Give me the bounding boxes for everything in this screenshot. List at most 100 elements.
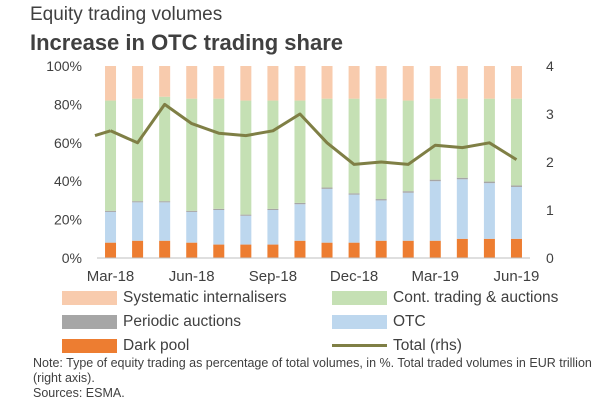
legend-item-periodic-auctions: Periodic auctions <box>62 311 332 332</box>
bar-segment-periodic-auctions <box>213 208 225 210</box>
bar-segment-otc <box>429 181 441 241</box>
bar-segment-systematic-internalisers <box>294 66 306 101</box>
bar-segment-systematic-internalisers <box>213 66 225 99</box>
bar-segment-dark-pool <box>105 242 117 258</box>
bar-segment-systematic-internalisers <box>510 66 522 99</box>
bar-segment-systematic-internalisers <box>402 66 414 101</box>
legend-label: Total (rhs) <box>393 336 462 354</box>
bar-segment-otc <box>213 210 225 245</box>
right-tick-label: 4 <box>546 58 554 74</box>
bar-segment-otc <box>267 210 279 245</box>
bar-segment-cont-trading-auctions <box>402 100 414 192</box>
bar-segment-periodic-auctions <box>321 187 333 189</box>
bar-segment-periodic-auctions <box>105 210 117 212</box>
bar-segment-dark-pool <box>186 242 198 258</box>
bar-segment-periodic-auctions <box>348 193 360 195</box>
note-text: Note: Type of equity trading as percenta… <box>33 356 592 385</box>
bar-segment-cont-trading-auctions <box>294 100 306 203</box>
bar-segment-systematic-internalisers <box>321 66 333 99</box>
bar-segment-otc <box>483 183 495 239</box>
left-tick-label: 20% <box>54 212 82 228</box>
bar-segment-periodic-auctions <box>402 191 414 193</box>
bar-segment-cont-trading-auctions <box>105 100 117 211</box>
bar-segment-cont-trading-auctions <box>132 98 144 202</box>
bar-segment-dark-pool <box>510 238 522 258</box>
legend-line-swatch <box>332 344 387 347</box>
right-axis-ticks: 0 1 2 3 4 <box>546 58 554 266</box>
bar-segment-systematic-internalisers <box>267 66 279 101</box>
bar-segment-dark-pool <box>213 244 225 258</box>
bar-segment-cont-trading-auctions <box>483 98 495 182</box>
left-axis-ticks: 0% 20% 40% 60% 80% 100% <box>46 58 82 266</box>
bar-segment-periodic-auctions <box>186 210 198 212</box>
bar-segment-dark-pool <box>240 244 252 258</box>
bar-segment-otc <box>240 215 252 245</box>
bar-segment-cont-trading-auctions <box>456 98 468 178</box>
legend-item-systematic-internalisers: Systematic internalisers <box>62 287 332 308</box>
bar-segment-cont-trading-auctions <box>159 96 171 202</box>
bar-segment-dark-pool <box>348 242 360 258</box>
right-tick-label: 2 <box>546 154 554 170</box>
bar-segment-systematic-internalisers <box>375 66 387 99</box>
bar-segment-dark-pool <box>402 240 414 258</box>
bar-stacks <box>105 66 522 258</box>
left-tick-label: 80% <box>54 96 82 112</box>
bar-segment-dark-pool <box>375 240 387 258</box>
legend-label: Cont. trading & auctions <box>393 288 559 306</box>
bar-segment-otc <box>375 200 387 241</box>
bar-segment-periodic-auctions <box>132 201 144 203</box>
bar-segment-cont-trading-auctions <box>375 98 387 200</box>
bar-segment-systematic-internalisers <box>186 66 198 99</box>
chart-legend: Systematic internalisers Cont. trading &… <box>62 287 602 356</box>
bar-segment-dark-pool <box>267 244 279 258</box>
left-tick-label: 100% <box>46 58 82 74</box>
sources-text: Sources: ESMA. <box>33 386 125 400</box>
bar-segment-cont-trading-auctions <box>213 98 225 209</box>
bar-segment-systematic-internalisers <box>348 66 360 99</box>
bar-segment-periodic-auctions <box>483 181 495 184</box>
bar-segment-periodic-auctions <box>294 202 306 205</box>
right-tick-label: 1 <box>546 202 554 218</box>
bar-segment-periodic-auctions <box>429 179 441 182</box>
bar-segment-otc <box>186 211 198 243</box>
right-tick-label: 3 <box>546 106 554 122</box>
legend-swatch <box>332 314 387 329</box>
legend-item-dark-pool: Dark pool <box>62 335 332 356</box>
bar-segment-dark-pool <box>321 242 333 258</box>
bar-segment-dark-pool <box>483 238 495 258</box>
bar-segment-dark-pool <box>294 240 306 258</box>
legend-swatch <box>62 314 117 329</box>
bar-segment-systematic-internalisers <box>483 66 495 99</box>
bar-segment-otc <box>105 211 117 243</box>
bar-segment-periodic-auctions <box>240 214 252 216</box>
legend-label: OTC <box>393 312 426 330</box>
bar-segment-otc <box>348 194 360 243</box>
bar-segment-periodic-auctions <box>456 177 468 180</box>
legend-swatch <box>62 290 117 305</box>
x-tick-label: Dec-18 <box>330 268 378 285</box>
bar-segment-otc <box>294 204 306 241</box>
x-tick-label: Jun-18 <box>169 268 215 285</box>
right-tick-label: 0 <box>546 250 554 266</box>
legend-item-total-rhs: Total (rhs) <box>332 335 602 356</box>
x-tick-label: Sep-18 <box>249 268 297 285</box>
bar-segment-cont-trading-auctions <box>429 98 441 180</box>
bar-segment-otc <box>456 179 468 239</box>
chart-subtitle: Increase in OTC trading share <box>30 30 343 55</box>
bar-segment-dark-pool <box>456 238 468 258</box>
bar-segment-otc <box>132 202 144 241</box>
bar-segment-periodic-auctions <box>267 208 279 210</box>
x-tick-label: Jun-19 <box>494 268 540 285</box>
chart-title: Equity trading volumes <box>30 4 223 25</box>
chart-note: Note: Type of equity trading as percenta… <box>33 356 603 401</box>
bar-segment-cont-trading-auctions <box>240 100 252 215</box>
chart-plot: 0% 20% 40% 60% 80% 100% 0 1 2 3 4 Mar-18 Jun-18 Sep… <box>46 58 554 285</box>
bar-segment-periodic-auctions <box>510 185 522 187</box>
left-tick-label: 40% <box>54 173 82 189</box>
legend-swatch <box>62 338 117 353</box>
bar-segment-otc <box>402 192 414 241</box>
bar-segment-cont-trading-auctions <box>348 98 360 194</box>
legend-label: Periodic auctions <box>123 312 242 330</box>
bar-segment-dark-pool <box>429 240 441 258</box>
bar-segment-systematic-internalisers <box>456 66 468 99</box>
